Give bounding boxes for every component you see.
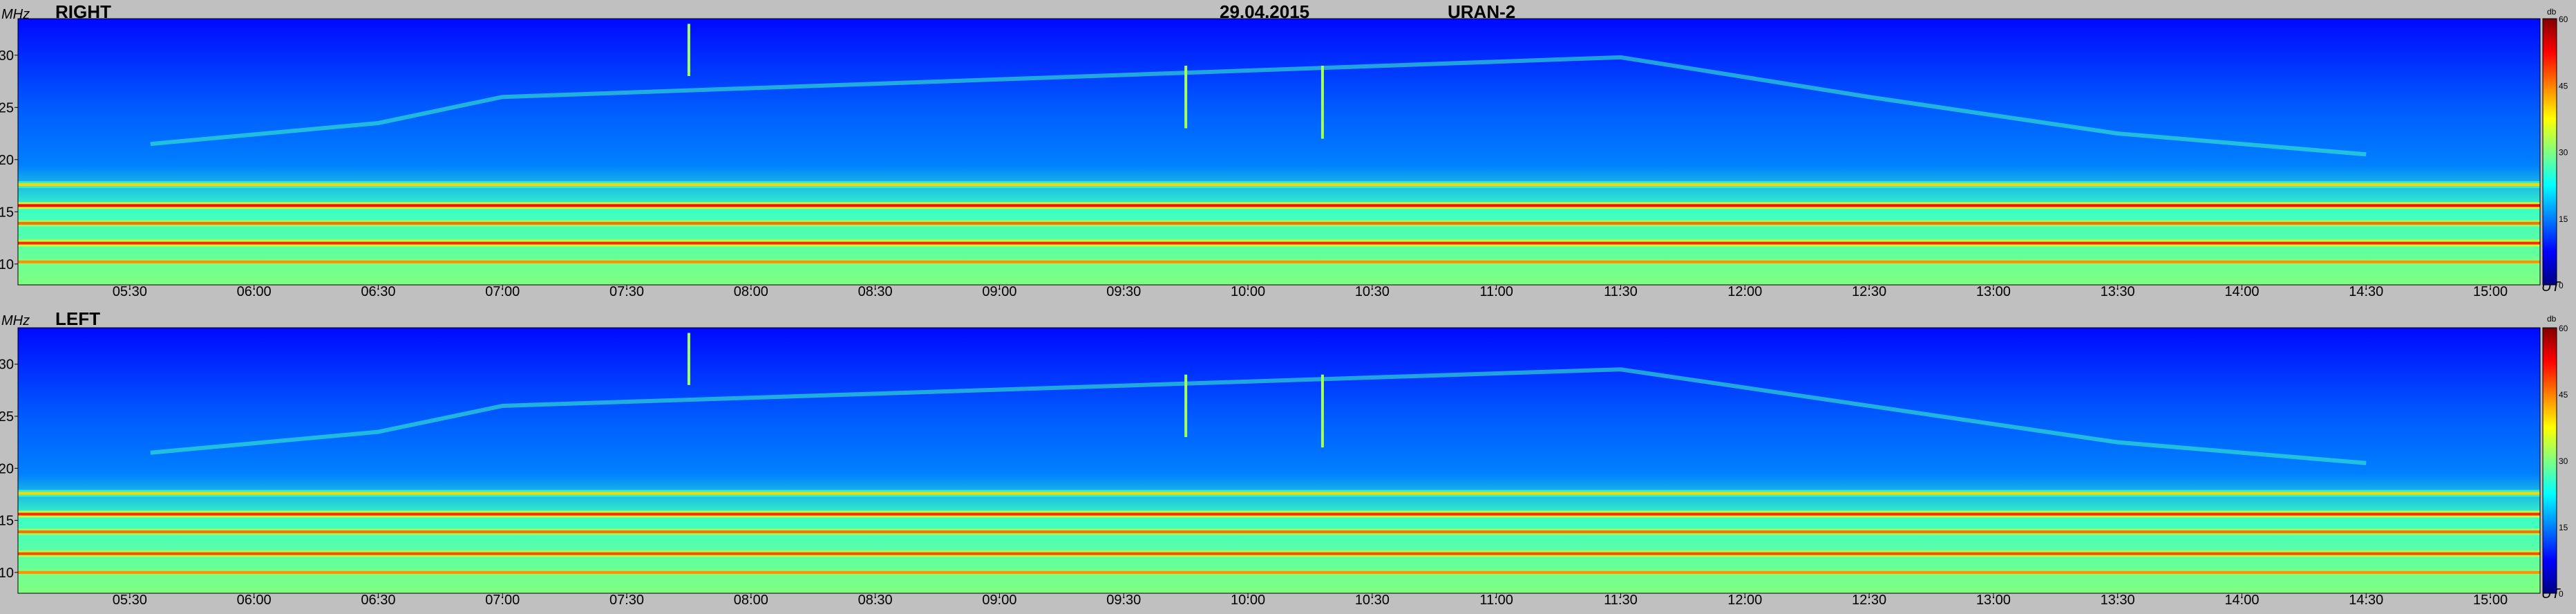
band-2 <box>18 530 2540 534</box>
drift-arc <box>150 55 2367 157</box>
x-tick-label: 12:00 <box>1727 284 1762 299</box>
x-tick-label: 13:30 <box>2101 593 2135 608</box>
x-tick-label: 10:30 <box>1355 284 1390 299</box>
colorbar-unit: db <box>2547 7 2557 17</box>
colorbar-tick-label: 0 <box>2559 589 2564 599</box>
x-tick-label: 13:30 <box>2101 284 2135 299</box>
y-tick-label: 25 <box>0 100 14 115</box>
spectrogram-svg: 30 25 20 15 10 05:30 06:00 06:30 07:00 07:30 08:00… <box>0 324 2568 608</box>
colorbar-tick-label: 60 <box>2559 15 2568 24</box>
y-tick-label: 20 <box>0 461 14 476</box>
x-tick-label: 12:30 <box>1852 284 1886 299</box>
y-tick-label: 10 <box>0 566 14 581</box>
x-tick-label: 11:00 <box>1479 593 1513 608</box>
y-axis-unit: MHz <box>1 313 30 328</box>
y-tick-label: 30 <box>0 48 14 64</box>
band-2 <box>18 221 2540 225</box>
x-tick-label: 05:30 <box>113 284 147 299</box>
x-tick-label: 15:00 <box>2473 284 2508 299</box>
x-tick-label: 15:00 <box>2473 593 2508 608</box>
x-tick-label: 06:30 <box>361 284 395 299</box>
x-tick-label: 09:30 <box>1106 284 1141 299</box>
y-tick-label: 15 <box>0 514 14 529</box>
band-4 <box>18 570 2540 574</box>
colorbar <box>2542 18 2557 286</box>
band-3 <box>18 552 2540 555</box>
colorbar-tick-label: 15 <box>2559 523 2568 532</box>
band-0 <box>18 492 2540 495</box>
x-tick-label: 09:30 <box>1106 593 1141 608</box>
x-tick-label: 08:00 <box>734 593 768 608</box>
x-tick-label: 06:00 <box>237 284 272 299</box>
y-tick-label: 30 <box>0 357 14 373</box>
colorbar-tick-label: 45 <box>2559 81 2568 91</box>
drift-arc <box>150 367 2367 465</box>
x-tick-label: 14:00 <box>2224 284 2259 299</box>
x-tick-label: 09:00 <box>982 284 1016 299</box>
spectrogram-background <box>18 328 2540 593</box>
x-tick-label: 05:30 <box>113 593 147 608</box>
x-tick-label: 12:30 <box>1852 593 1886 608</box>
x-tick-label: 09:00 <box>982 593 1016 608</box>
plot-frame <box>17 327 2541 594</box>
x-tick-label: 13:00 <box>1976 284 2011 299</box>
x-tick-label: 08:30 <box>858 284 893 299</box>
y-tick-label: 10 <box>0 257 14 272</box>
y-tick-label: 15 <box>0 205 14 220</box>
x-tick-label: 06:00 <box>237 593 272 608</box>
x-tick-label: 11:30 <box>1604 284 1638 299</box>
x-tick-label: 10:00 <box>1231 593 1265 608</box>
x-tick-label: 08:00 <box>734 284 768 299</box>
plot-frame <box>17 18 2541 286</box>
band-4 <box>18 260 2540 263</box>
band-1 <box>18 512 2540 516</box>
x-tick-label: 07:00 <box>485 284 520 299</box>
colorbar-unit: db <box>2547 314 2557 324</box>
band-1 <box>18 204 2540 207</box>
x-tick-label: 07:30 <box>609 284 644 299</box>
x-tick-label: 10:30 <box>1355 593 1390 608</box>
y-tick-label: 25 <box>0 409 14 425</box>
x-tick-label: 14:30 <box>2349 284 2383 299</box>
x-tick-label: 07:00 <box>485 593 520 608</box>
colorbar-tick-label: 30 <box>2559 148 2568 158</box>
x-tick-label: 14:00 <box>2224 593 2259 608</box>
x-tick-label: 06:30 <box>361 593 395 608</box>
x-tick-label: 11:30 <box>1604 593 1638 608</box>
x-tick-label: 14:30 <box>2349 593 2383 608</box>
y-tick-label: 20 <box>0 153 14 168</box>
panel-title: LEFT <box>55 308 100 329</box>
colorbar-tick-label: 30 <box>2559 456 2568 466</box>
x-tick-label: 08:30 <box>858 593 893 608</box>
band-3 <box>18 241 2540 245</box>
spectrogram-svg: 30 25 20 15 10 05:30 06:00 06:30 07:00 07:30 08:00… <box>0 15 2568 299</box>
x-tick-label: 07:30 <box>609 593 644 608</box>
colorbar-tick-label: 0 <box>2559 281 2564 290</box>
colorbar-tick-label: 45 <box>2559 390 2568 400</box>
x-tick-label: 12:00 <box>1727 593 1762 608</box>
x-tick-label: 10:00 <box>1231 284 1265 299</box>
colorbar-tick-label: 60 <box>2559 324 2568 333</box>
colorbar <box>2542 327 2557 594</box>
band-0 <box>18 183 2540 187</box>
x-tick-label: 13:00 <box>1976 593 2011 608</box>
x-tick-label: 11:00 <box>1479 284 1513 299</box>
colorbar-tick-label: 15 <box>2559 214 2568 224</box>
